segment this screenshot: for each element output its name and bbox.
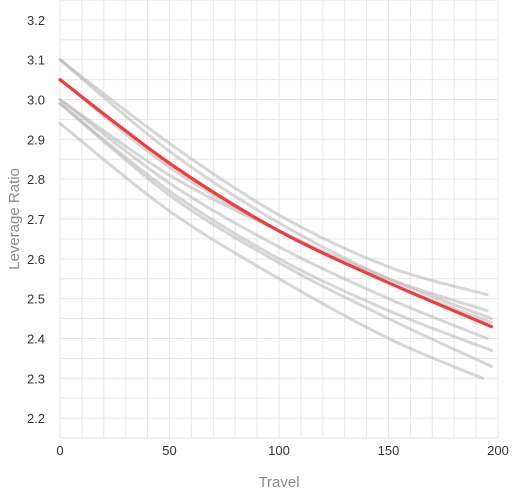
y-tick-label: 2.2 [27, 411, 45, 426]
series-group [58, 58, 494, 380]
x-tick-label: 150 [378, 443, 400, 458]
y-tick-label: 2.3 [27, 371, 45, 386]
y-tick-label: 2.5 [27, 292, 45, 307]
y-axis-title: Leverage Ratio [6, 168, 23, 270]
series-line [58, 102, 493, 368]
y-tick-label: 3.0 [27, 93, 45, 108]
y-tick-label: 3.2 [27, 13, 45, 28]
series-line [58, 102, 493, 352]
x-tick-label: 50 [162, 443, 176, 458]
x-tick-label: 100 [268, 443, 290, 458]
y-tick-label: 2.8 [27, 172, 45, 187]
highlighted-series-line [58, 78, 494, 329]
y-tick-label: 2.6 [27, 252, 45, 267]
grid [59, 0, 499, 439]
series-line [58, 58, 493, 321]
y-tick-label: 2.7 [27, 212, 45, 227]
y-tick-label: 2.9 [27, 132, 45, 147]
y-tick-label: 2.4 [27, 331, 45, 346]
series-line [58, 98, 489, 340]
x-tick-label: 0 [56, 443, 63, 458]
series-line [58, 121, 485, 380]
x-axis-title: Travel [258, 474, 299, 491]
y-tick-label: 3.1 [27, 53, 45, 68]
x-tick-label: 200 [487, 443, 509, 458]
series-line [58, 58, 489, 297]
tick-labels: 2.2 2.3 2.4 2.5 2.6 2.7 2.8 2.9 3.0 3.1 3.2 0 50 100 1… [27, 13, 509, 458]
